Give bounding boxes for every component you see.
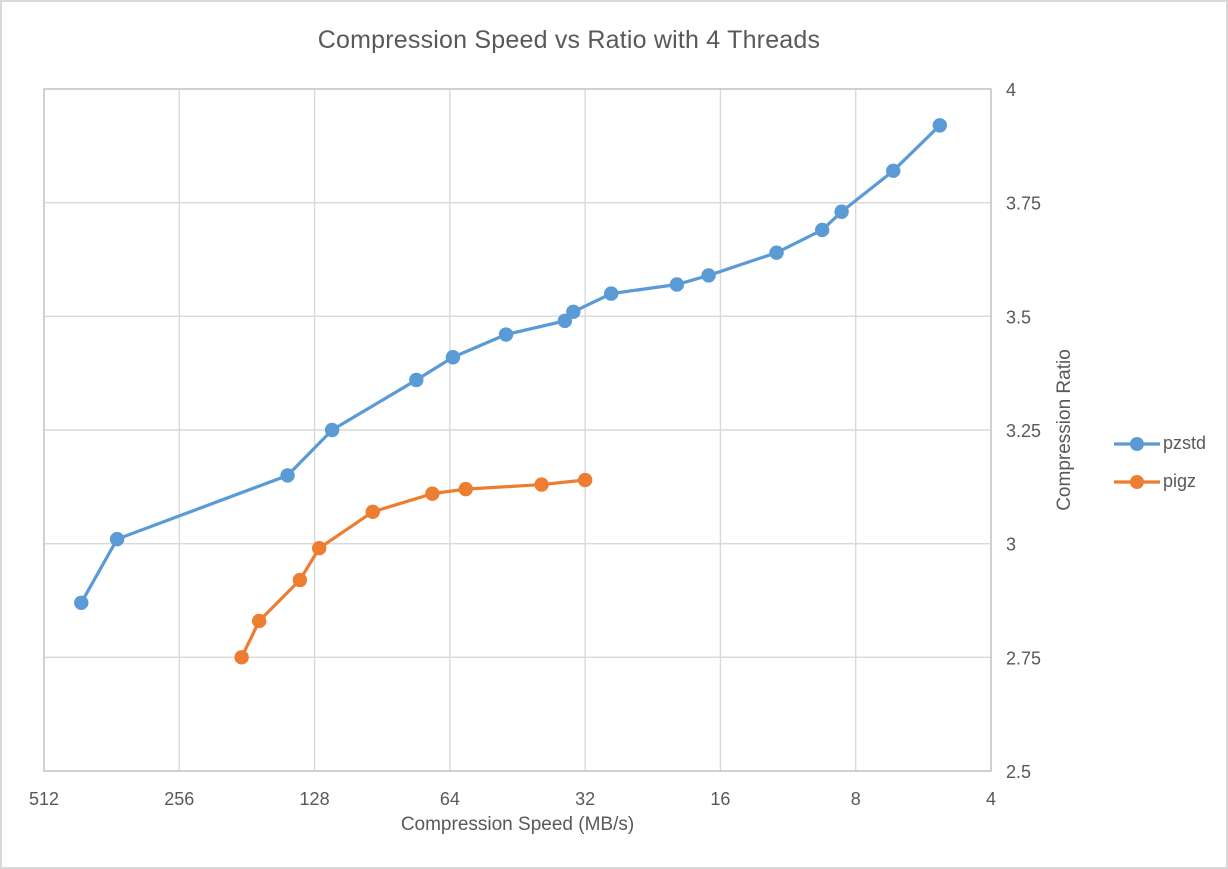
pigz-line-marker-icon <box>1114 474 1160 489</box>
legend-label-pigz: pigz <box>1163 471 1197 491</box>
pzstd-line <box>79 123 942 605</box>
pigz-data-point-marker <box>425 486 440 501</box>
x-tick-label: 8 <box>851 789 861 809</box>
y-tick-label: 3.25 <box>1006 421 1041 441</box>
chart-title: Compression Speed vs Ratio with 4 Thread… <box>317 26 821 54</box>
pzstd-data-point-marker <box>814 222 830 238</box>
x-tick-label: 32 <box>575 789 595 809</box>
pzstd-data-point-marker <box>109 531 125 547</box>
pzstd-data-point-marker <box>701 268 716 283</box>
pzstd-data-point-marker <box>557 313 573 329</box>
pigz-data-point-marker <box>312 541 327 556</box>
legend-item-pzstd: pzstd <box>1114 433 1206 454</box>
legend-label-pzstd: pzstd <box>1163 433 1207 453</box>
pzstd-data-point-marker <box>324 422 340 438</box>
y-tick-label: 3 <box>1006 535 1016 555</box>
pigz-data-point-marker <box>292 572 308 588</box>
legend: pzstd pigz <box>1114 433 1206 492</box>
pigz-data-point-marker <box>251 613 267 629</box>
pzstd-data-point-marker <box>409 372 424 388</box>
y-tick-label: 3.5 <box>1006 307 1031 327</box>
pzstd-data-point-marker <box>74 595 89 610</box>
y-axis-title: Compression Ratio <box>1054 349 1075 511</box>
pigz-data-point-marker <box>458 481 473 497</box>
pzstd-data-point-marker <box>566 304 581 319</box>
pzstd-line-marker-icon <box>1114 436 1160 451</box>
x-tick-label: 256 <box>164 789 194 809</box>
pzstd-data-point-marker <box>834 204 849 219</box>
y-tick-label: 4 <box>1006 80 1016 100</box>
x-tick-label: 128 <box>300 789 330 809</box>
x-tick-label: 64 <box>440 789 460 809</box>
x-tick-label: 16 <box>710 789 730 809</box>
x-tick-label: 512 <box>29 789 59 809</box>
y-tick-label: 2.75 <box>1006 648 1041 668</box>
y-tick-label: 2.5 <box>1006 762 1031 782</box>
pzstd-data-point-marker <box>886 163 901 179</box>
y-tick-label: 3.75 <box>1006 194 1041 214</box>
pzstd-data-point-marker <box>769 245 784 260</box>
pigz-data-point-marker <box>365 504 380 520</box>
x-axis-title: Compression Speed (MB/s) <box>400 814 635 835</box>
pzstd-data-point-marker <box>669 277 685 292</box>
pzstd-data-point-marker <box>445 350 461 365</box>
pzstd-data-point-marker <box>932 118 947 133</box>
plot-border <box>43 88 992 772</box>
x-tick-label: 4 <box>986 789 996 809</box>
pzstd-data-point-marker <box>280 468 295 483</box>
pigz-line <box>240 478 587 659</box>
pigz-data-point-marker <box>534 477 549 492</box>
pigz-data-point-marker <box>577 472 593 488</box>
pzstd-data-point-marker <box>604 286 619 301</box>
legend-item-pigz: pigz <box>1114 471 1206 492</box>
pzstd-data-point-marker <box>498 327 514 342</box>
pigz-data-point-marker <box>234 650 249 665</box>
